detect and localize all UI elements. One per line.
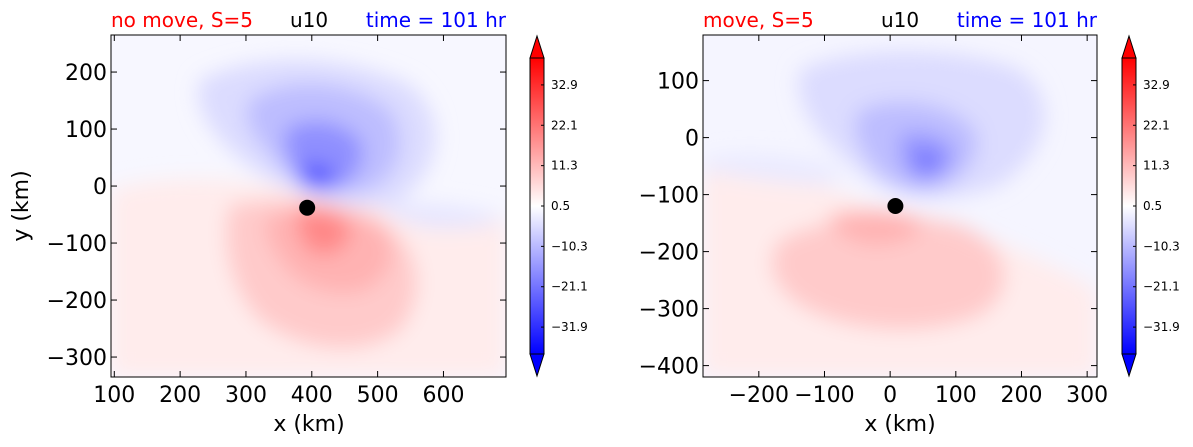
y-tick-label: −300	[639, 298, 699, 323]
x-tick-label: 100	[93, 383, 135, 408]
colorbar-tick-label: 0.5	[1143, 199, 1162, 213]
x-axis-label: x (km)	[864, 412, 935, 437]
x-ticks: −200 −100 0 100 200 300	[729, 35, 1108, 408]
colorbar-tick-label: −31.9	[1143, 320, 1180, 334]
y-tick-label: 0	[685, 127, 699, 152]
colorbar-tick-label: 22.1	[1143, 118, 1170, 132]
panel-move: −200 −100 0 100 200 300 1000−100−200−300−400 …	[639, 8, 1180, 437]
y-ticks: 200 100 0 −100 −200 −300	[47, 61, 506, 371]
colorbar-tick-label: 0.5	[551, 199, 570, 213]
x-tick-label: 300	[1066, 383, 1108, 408]
x-tick-label: 600	[422, 383, 464, 408]
x-tick-label: 500	[357, 383, 399, 408]
colorbar-ticks: 32.9 22.1 11.3 0.5 −10.3 −21.1 −31.9	[1133, 78, 1180, 334]
colorbar-extend-max	[1121, 34, 1137, 59]
plot-frame	[110, 34, 507, 378]
x-ticks: 100 200 300 400 500 600	[93, 35, 464, 408]
title-center: u10	[881, 8, 919, 32]
y-tick-label: −100	[639, 184, 699, 209]
y-tick-label: −200	[639, 241, 699, 266]
x-tick-label: 400	[291, 383, 333, 408]
y-tick-label: 0	[93, 175, 107, 200]
colorbar-tick-label: −10.3	[1143, 239, 1180, 253]
x-tick-label: 0	[883, 383, 897, 408]
colorbar: 32.9 22.1 11.3 0.5 −10.3 −21.1 −31.9	[529, 34, 588, 378]
x-tick-label: 300	[225, 383, 267, 408]
x-tick-label: 200	[159, 383, 201, 408]
colorbar-ticks: 32.9 22.1 11.3 0.5 −10.3 −21.1 −31.9	[541, 78, 588, 334]
contour-field	[703, 35, 1097, 377]
y-ticks: 100 0 −100 −200 −300 −400	[639, 70, 1097, 380]
colorbar-extend-max	[529, 34, 545, 59]
x-tick-label: 100	[935, 383, 977, 408]
x-tick-label: −200	[729, 383, 789, 408]
colorbar-tick-label: −31.9	[551, 320, 588, 334]
y-tick-label: 100	[65, 118, 107, 143]
colorbar-tick-label: −21.1	[1143, 280, 1180, 294]
y-axis-label: y (km)	[9, 170, 34, 241]
y-tick-label: 200	[65, 61, 107, 86]
storm-center-marker	[299, 199, 316, 216]
plot-frame	[702, 34, 1098, 378]
y-tick-label: −200	[47, 289, 107, 314]
colorbar-extend-min	[529, 353, 545, 378]
colorbar-tick-label: 22.1	[551, 118, 578, 132]
title-right: time = 101 hr	[366, 8, 507, 32]
colorbar-extend-min	[1121, 353, 1137, 378]
y-tick-label: −400	[639, 355, 699, 380]
title-right: time = 101 hr	[957, 8, 1098, 32]
title-left: no move, S=5	[111, 8, 253, 32]
y-tick-label: 100	[657, 70, 699, 95]
colorbar-tick-label: 11.3	[1143, 159, 1170, 173]
colorbar: 32.9 22.1 11.3 0.5 −10.3 −21.1 −31.9	[1121, 34, 1180, 378]
storm-center-marker	[887, 198, 904, 214]
contour-field	[111, 35, 506, 377]
y-tick-label: −300	[47, 346, 107, 371]
colorbar-tick-label: −21.1	[551, 280, 588, 294]
colorbar-tick-label: −10.3	[551, 239, 588, 253]
colorbar-tick-label: 32.9	[551, 78, 578, 92]
panel-no-move: 100 200 300 400 500 600 200 100 0 −100 −200 −300 x…	[9, 8, 588, 437]
title-left: move, S=5	[703, 8, 814, 32]
title-center: u10	[290, 8, 328, 32]
x-tick-label: −100	[794, 383, 854, 408]
colorbar-tick-label: 11.3	[551, 159, 578, 173]
x-tick-label: 200	[1000, 383, 1042, 408]
colorbar-tick-label: 32.9	[1143, 78, 1170, 92]
y-tick-label: −100	[47, 232, 107, 257]
x-axis-label: x (km)	[273, 412, 344, 437]
